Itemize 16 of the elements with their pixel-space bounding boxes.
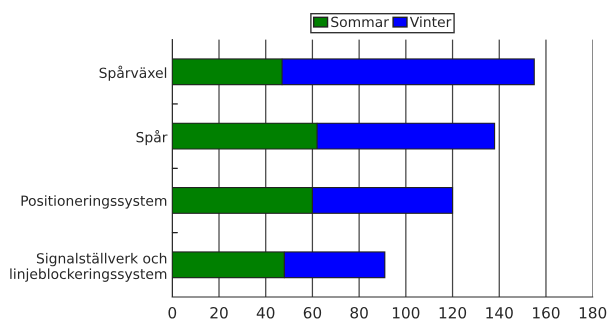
x-tick-label: 160 (533, 306, 560, 319)
x-tick-label: 20 (210, 306, 228, 319)
y-tick-label: Signalställverk och linjeblockeringssystem (10, 252, 166, 282)
x-tick-label: 0 (168, 306, 176, 319)
legend-label: Sommar (331, 16, 389, 28)
x-tick-label: 180 (580, 306, 606, 319)
y-tick-label: Positioneringssystem (22, 195, 166, 209)
x-tick-label: 140 (486, 306, 513, 319)
x-tick-label: 80 (350, 306, 368, 319)
y-tick-label: Spårväxel (100, 66, 166, 81)
legend-label: Vinter (410, 16, 452, 28)
x-tick-label: 100 (392, 306, 420, 319)
y-tick-label: Spår (136, 130, 168, 146)
x-tick-label: 120 (440, 306, 466, 319)
x-tick-label: 60 (304, 306, 322, 319)
x-tick-label: 40 (256, 306, 274, 319)
